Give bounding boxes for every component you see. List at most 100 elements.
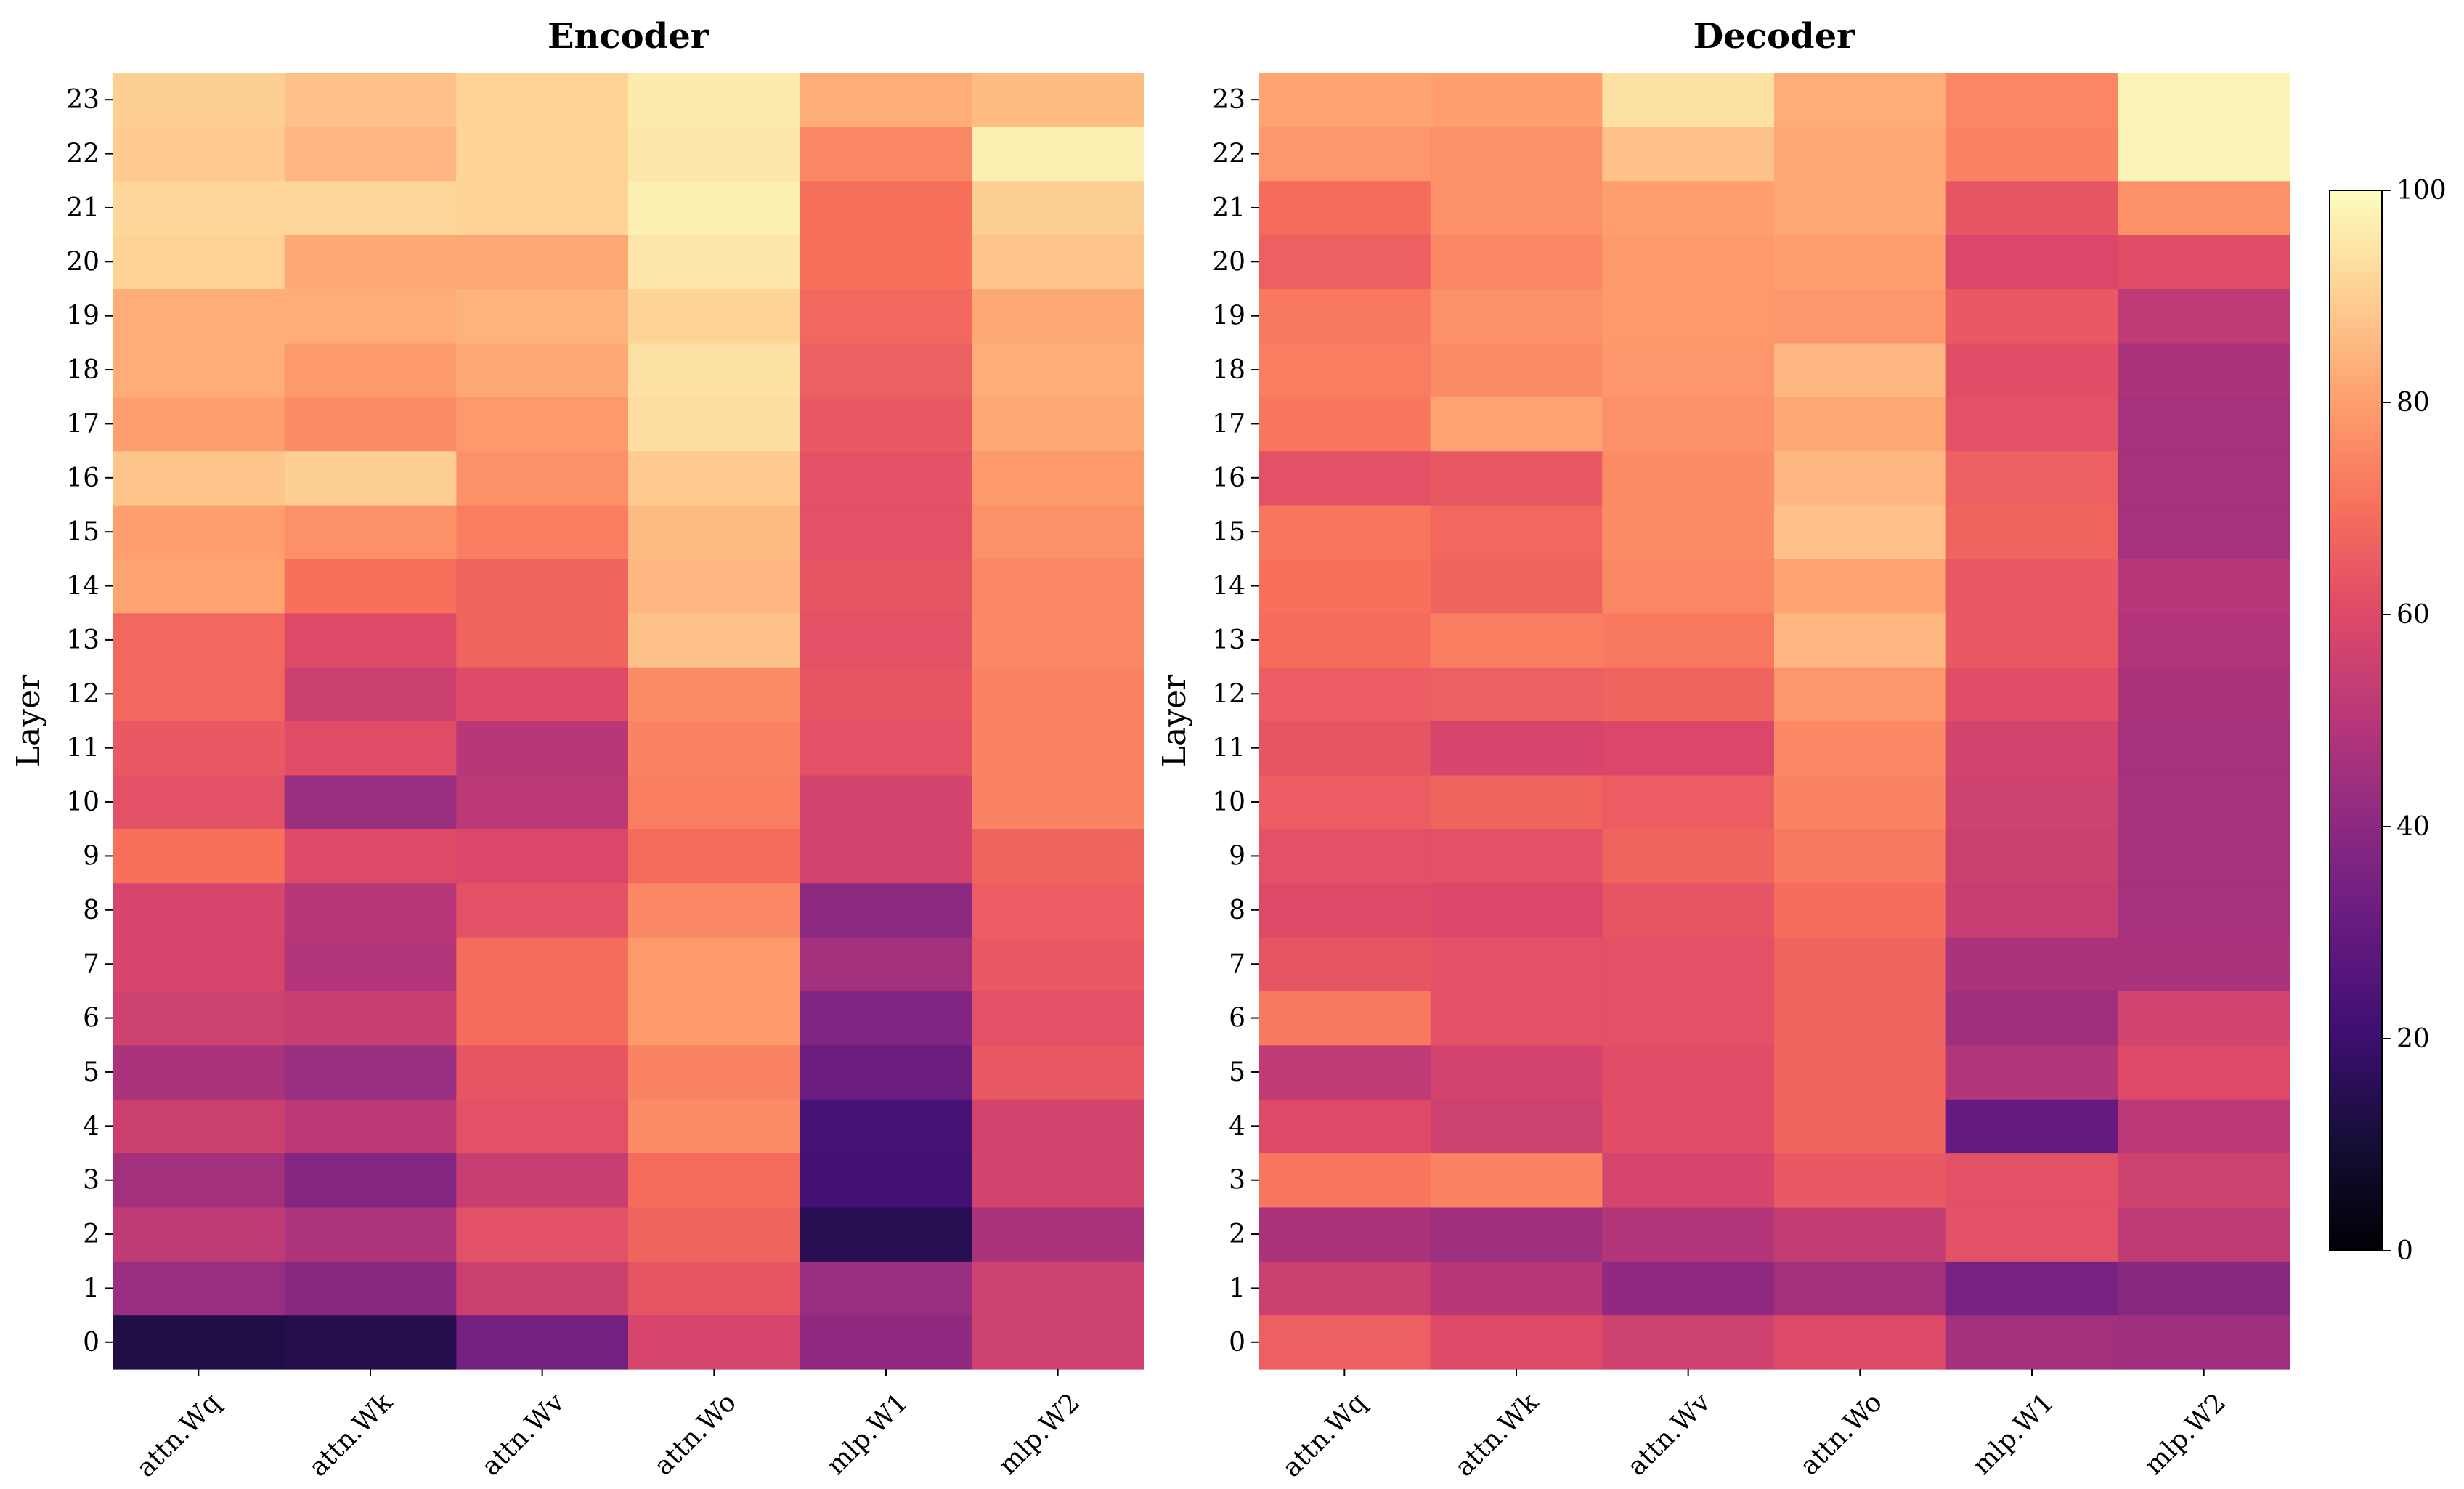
y-tick-label: 11 — [66, 734, 99, 763]
heatmap-cell — [456, 397, 629, 452]
y-tick-label: 6 — [83, 1004, 99, 1034]
y-tick-label: 10 — [66, 787, 99, 817]
heatmap-cell — [1774, 1153, 1947, 1208]
y-tick-label: 1 — [1229, 1273, 1245, 1303]
heatmap-cell — [284, 180, 457, 235]
heatmap-cell — [972, 612, 1144, 668]
heatmap-cell — [1259, 342, 1431, 397]
heatmap-cell — [1945, 450, 2118, 506]
heatmap-cell — [1602, 883, 1775, 938]
heatmap-cell — [1774, 73, 1947, 127]
heatmap-cell — [1259, 73, 1431, 127]
y-tick-label: 3 — [83, 1166, 99, 1196]
y-tick-label: 4 — [83, 1111, 99, 1141]
heatmap-cell — [628, 235, 801, 290]
heatmap-cell — [113, 450, 285, 506]
colorbar-tick-label: 40 — [2396, 812, 2430, 842]
heatmap-cell — [1945, 1099, 2118, 1154]
heatmap-cell — [1945, 342, 2118, 397]
heatmap-cell — [113, 1206, 285, 1262]
heatmap-cell — [2118, 342, 2290, 397]
colorbar-tick-label: 60 — [2396, 600, 2430, 630]
heatmap-cell — [1430, 450, 1603, 506]
heatmap-cell — [284, 1153, 457, 1208]
heatmap-cell — [113, 73, 285, 127]
heatmap-cell — [456, 126, 629, 182]
heatmap-cell — [628, 397, 801, 452]
heatmap-cell — [1430, 612, 1603, 668]
y-tick-label: 16 — [66, 463, 99, 493]
heatmap-cell — [2118, 397, 2290, 452]
heatmap-cell — [456, 721, 629, 776]
heatmap-cell — [1945, 559, 2118, 614]
heatmap-cell — [1602, 505, 1775, 559]
heatmap-cell — [800, 180, 972, 235]
heatmap-cell — [113, 1261, 285, 1316]
heatmap-cell — [1430, 667, 1603, 722]
heatmap-cell — [628, 991, 801, 1046]
heatmap-cell — [1259, 126, 1431, 182]
heatmap-cell — [800, 1206, 972, 1262]
heatmap-cell — [972, 1153, 1144, 1208]
y-tick-label: 13 — [1212, 625, 1245, 655]
heatmap-cell — [284, 937, 457, 991]
heatmap-cell — [972, 288, 1144, 344]
heatmap-cell — [1774, 1261, 1947, 1316]
heatmap-cell — [800, 774, 972, 829]
heatmap-cell — [1774, 505, 1947, 559]
heatmap-cell — [1430, 1044, 1603, 1100]
heatmap-cell — [1945, 612, 2118, 668]
heatmap-cell — [284, 991, 457, 1046]
heatmap-cell — [1774, 883, 1947, 938]
heatmap-cell — [1430, 774, 1603, 829]
heatmap-cell — [1430, 1099, 1603, 1154]
heatmap-cell — [2118, 73, 2290, 127]
heatmap-cell — [1602, 450, 1775, 506]
heatmap-cell — [800, 667, 972, 722]
heatmap-cell — [1259, 1099, 1431, 1154]
y-tick-label: 17 — [66, 409, 99, 439]
heatmap-cell — [113, 774, 285, 829]
heatmap-cell — [1430, 73, 1603, 127]
heatmap-cell — [1945, 126, 2118, 182]
heatmap-cell — [1259, 612, 1431, 668]
y-tick-label: 14 — [66, 572, 99, 601]
colorbar-tick-label: 100 — [2396, 176, 2447, 206]
heatmap-cell — [284, 342, 457, 397]
heatmap-cell — [456, 450, 629, 506]
heatmap-cell — [284, 288, 457, 344]
heatmap-cell — [972, 774, 1144, 829]
heatmap-cell — [1774, 612, 1947, 668]
heatmap-cell — [113, 1099, 285, 1154]
heatmap-cell — [1430, 829, 1603, 884]
heatmap-cell — [1945, 235, 2118, 290]
heatmap-cell — [2118, 1099, 2290, 1154]
y-tick-label: 22 — [66, 139, 99, 169]
heatmap-cell — [628, 937, 801, 991]
heatmap-cell — [628, 1206, 801, 1262]
heatmap-cell — [1430, 180, 1603, 235]
heatmap-cell — [456, 1315, 629, 1370]
heatmap-cell — [972, 1315, 1144, 1370]
heatmap-cell — [1774, 1206, 1947, 1262]
heatmap-cell — [2118, 883, 2290, 938]
heatmap-cell — [113, 559, 285, 614]
heatmap-cell — [456, 235, 629, 290]
heatmap-cell — [800, 126, 972, 182]
heatmap-cell — [1430, 559, 1603, 614]
heatmap-cell — [113, 180, 285, 235]
y-tick-label: 9 — [83, 841, 99, 871]
heatmap-cell — [628, 180, 801, 235]
heatmap-cell — [1259, 1044, 1431, 1100]
heatmap-cell — [800, 1099, 972, 1154]
heatmap-cell — [1774, 235, 1947, 290]
heatmap-cell — [1945, 180, 2118, 235]
heatmap-cell — [1774, 288, 1947, 344]
heatmap-cell — [2118, 126, 2290, 182]
heatmap-cell — [113, 505, 285, 559]
heatmap-cell — [800, 829, 972, 884]
heatmap-cell — [628, 774, 801, 829]
x-tick-label: attn.Wo — [1794, 1387, 1888, 1481]
heatmap-cell — [113, 397, 285, 452]
